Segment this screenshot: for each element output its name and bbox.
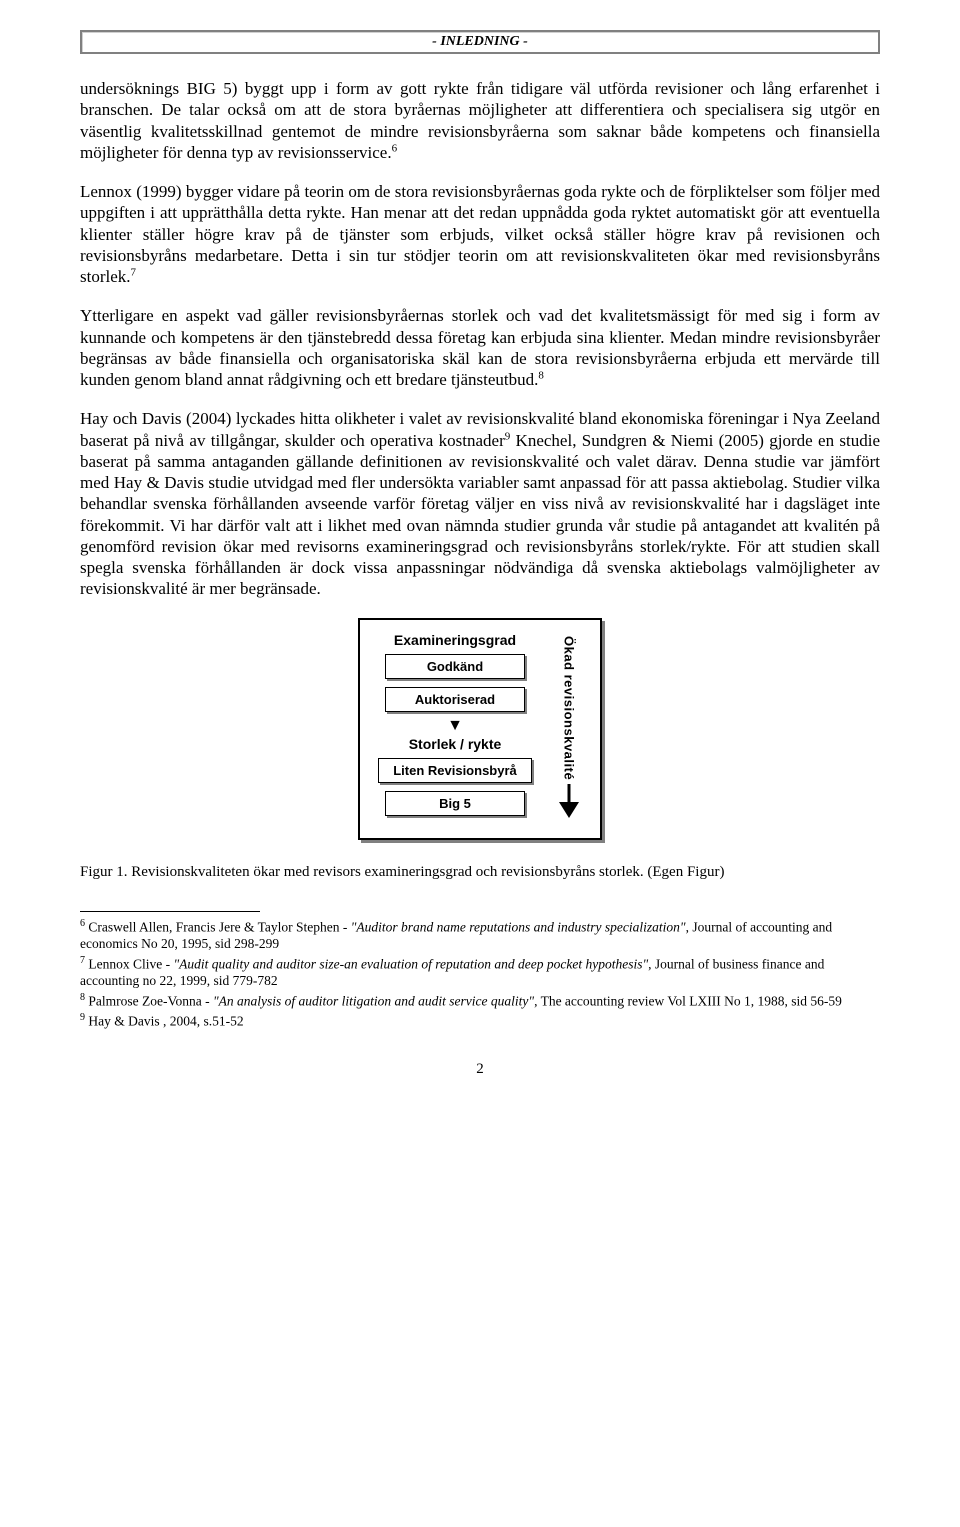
group1-title: Examineringsgrad	[394, 632, 516, 648]
section-header: - INLEDNING -	[80, 30, 880, 54]
paragraph-1: undersöknings BIG 5) byggt upp i form av…	[80, 78, 880, 163]
footnote-ref-6: 6	[392, 142, 398, 154]
arrow-down-large-icon	[556, 784, 582, 818]
paragraph-1-text: undersöknings BIG 5) byggt upp i form av…	[80, 79, 880, 162]
diagram-left-column: Examineringsgrad Godkänd Auktoriserad ▼ …	[378, 632, 532, 824]
group2-item1: Liten Revisionsbyrå	[378, 758, 532, 783]
footnote-6: 6 Craswell Allen, Francis Jere & Taylor …	[80, 918, 880, 953]
group1-item2: Auktoriserad	[385, 687, 525, 712]
footnote-6-a: Craswell Allen, Francis Jere & Taylor St…	[85, 919, 351, 934]
footnote-7-italic: "Audit quality and auditor size-an evalu…	[173, 956, 648, 971]
paragraph-2: Lennox (1999) bygger vidare på teorin om…	[80, 181, 880, 287]
footnote-8: 8 Palmrose Zoe-Vonna - "An analysis of a…	[80, 992, 880, 1010]
paragraph-3-text: Ytterligare en aspekt vad gäller revisio…	[80, 306, 880, 389]
footnote-8-a: Palmrose Zoe-Vonna -	[85, 994, 213, 1009]
group2-title: Storlek / rykte	[409, 736, 502, 752]
footnote-8-b: , The accounting review Vol LXIII No 1, …	[534, 994, 842, 1009]
arrow-down-icon: ▼	[447, 720, 463, 732]
diagram-right-column: Ökad revisionskvalité	[556, 632, 582, 824]
footnote-8-italic: "An analysis of auditor litigation and a…	[213, 994, 534, 1009]
paragraph-4b-text: Knechel, Sundgren & Niemi (2005) gjorde …	[80, 431, 880, 599]
vertical-label: Ökad revisionskvalité	[561, 636, 576, 780]
footnote-6-italic: "Auditor brand name reputations and indu…	[351, 919, 686, 934]
footnote-7: 7 Lennox Clive - "Audit quality and audi…	[80, 955, 880, 990]
page-number: 2	[80, 1061, 880, 1078]
page: - INLEDNING - undersöknings BIG 5) byggt…	[0, 0, 960, 1118]
footnote-9: 9 Hay & Davis , 2004, s.51-52	[80, 1012, 880, 1030]
diagram-wrap: Examineringsgrad Godkänd Auktoriserad ▼ …	[80, 618, 880, 840]
group1-item1: Godkänd	[385, 654, 525, 679]
footnote-ref-7: 7	[131, 266, 137, 278]
footnote-ref-8: 8	[538, 369, 544, 381]
group2-item2: Big 5	[385, 791, 525, 816]
paragraph-4: Hay och Davis (2004) lyckades hitta olik…	[80, 408, 880, 599]
paragraph-3: Ytterligare en aspekt vad gäller revisio…	[80, 305, 880, 390]
diagram: Examineringsgrad Godkänd Auktoriserad ▼ …	[358, 618, 602, 840]
footnote-9-a: Hay & Davis , 2004, s.51-52	[85, 1014, 244, 1029]
paragraph-2-text: Lennox (1999) bygger vidare på teorin om…	[80, 182, 880, 286]
footnote-rule	[80, 911, 260, 912]
footnote-7-a: Lennox Clive -	[85, 956, 173, 971]
figure-caption: Figur 1. Revisionskvaliteten ökar med re…	[80, 864, 880, 881]
